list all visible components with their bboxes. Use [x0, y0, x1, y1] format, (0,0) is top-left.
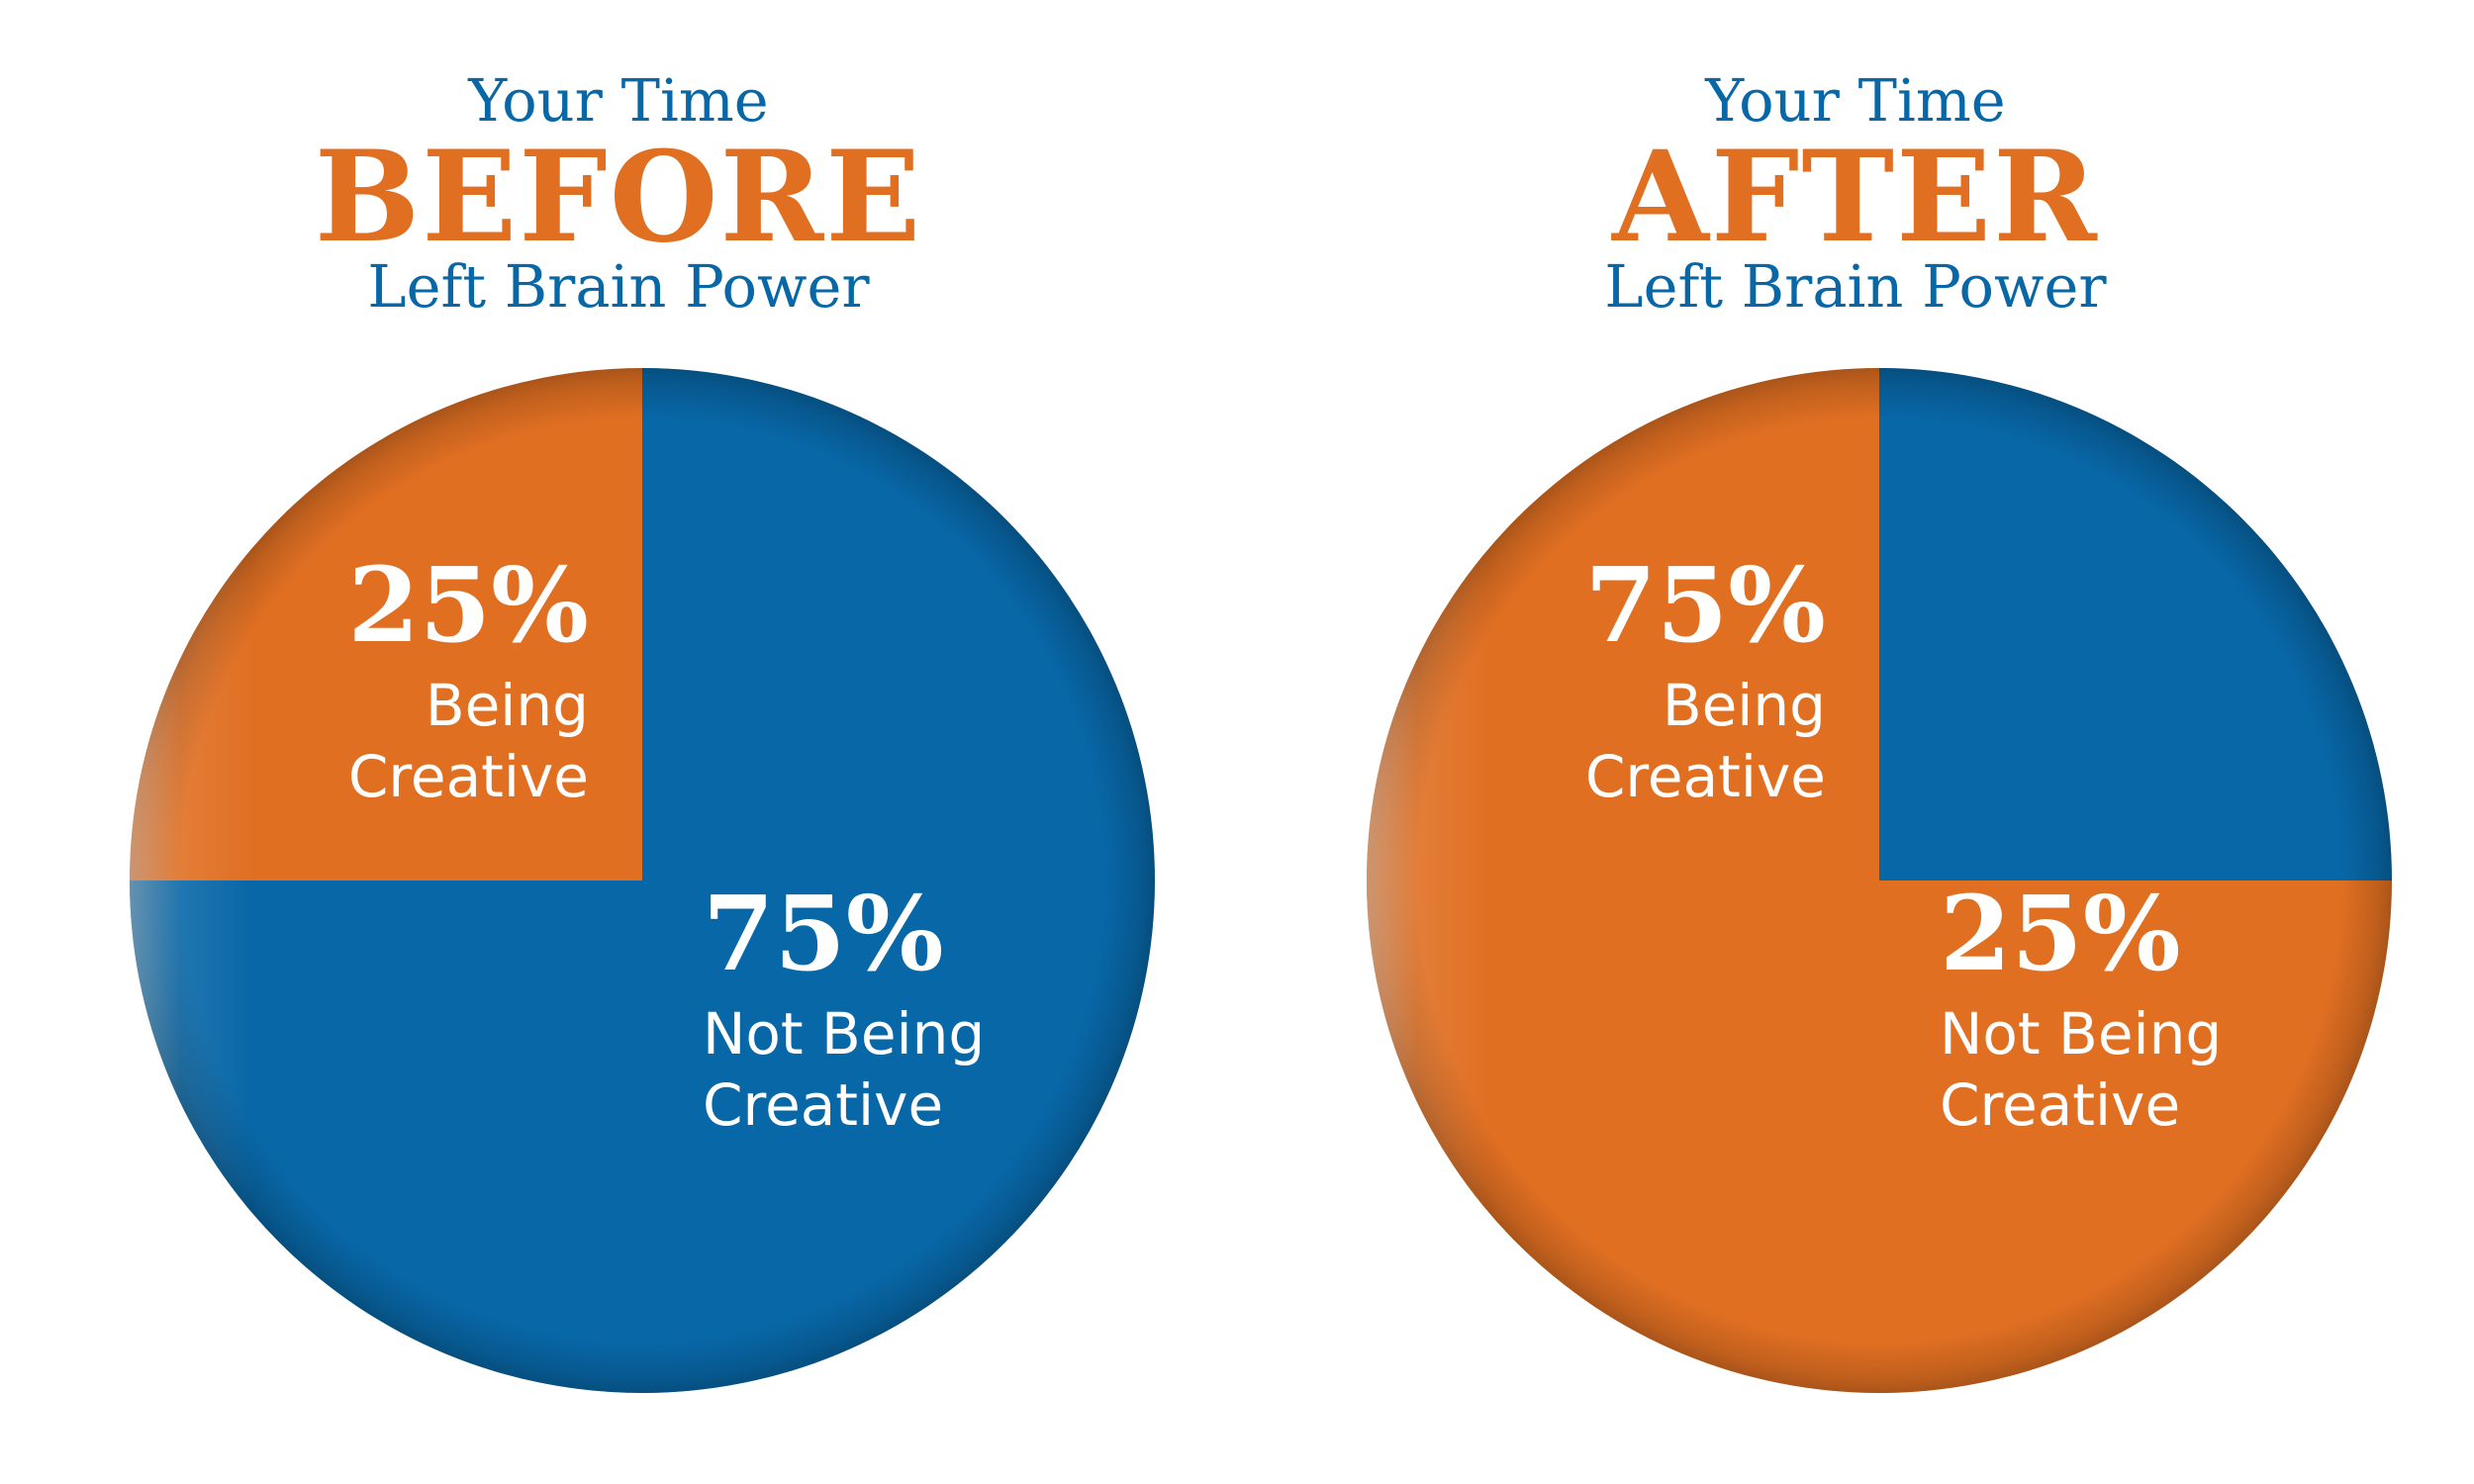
before-slice-not-being-creative-label-line-1: Not Being — [703, 1000, 985, 1067]
before-slice-not-being-creative-label-line-2: Creative — [703, 1071, 943, 1139]
before-slice-being-creative-label-line-1: Being — [426, 672, 589, 739]
before-slice-being-creative-label-line-2: Creative — [348, 743, 589, 810]
before-panel: Your Time BEFORE Left Brain Power 25% Bei… — [130, 66, 1155, 1393]
after-sub-title: Left Brain Power — [1604, 252, 2107, 321]
before-sub-title: Left Brain Power — [367, 252, 870, 321]
after-slice-being-creative-label-line-2: Creative — [1585, 743, 1826, 810]
before-main-title: BEFORE — [314, 124, 923, 270]
before-pre-title: Your Time — [468, 66, 769, 135]
after-slice-being-creative-percent: 75% — [1584, 544, 1826, 666]
after-pre-title: Your Time — [1705, 66, 2006, 135]
after-slice-being-creative-label-line-1: Being — [1663, 672, 1826, 739]
after-slice-not-being-creative-label-line-2: Creative — [1940, 1071, 2180, 1139]
after-panel: Your Time AFTER Left Brain Power 75% Bein… — [1237, 0, 2474, 1484]
before-slice-not-being-creative-percent: 75% — [703, 873, 944, 994]
after-main-title: AFTER — [1612, 124, 2099, 270]
before-pie-highlight — [130, 368, 1155, 1393]
after-slice-not-being-creative-label-line-1: Not Being — [1940, 1000, 2222, 1067]
after-pie-highlight — [1367, 368, 2392, 1393]
before-slice-being-creative-percent: 25% — [347, 544, 589, 666]
after-slice-not-being-creative-percent: 25% — [1940, 873, 2181, 994]
